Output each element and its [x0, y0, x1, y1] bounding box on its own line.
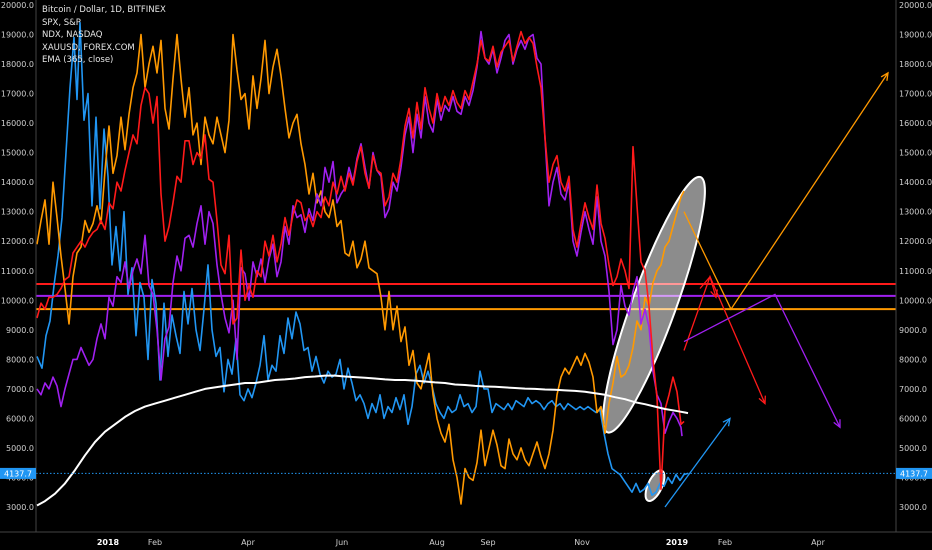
right-y-tick-label: 7000.0 — [899, 385, 927, 394]
right-y-tick-label: 18000.0 — [899, 60, 932, 69]
right-y-tick-label: 14000.0 — [899, 178, 932, 187]
series-lines — [36, 21, 689, 507]
x-tick-label: Feb — [718, 538, 732, 547]
x-axis[interactable]: 2018 Feb Apr Jun Aug Sep Nov 2019 Feb Apr — [97, 538, 826, 547]
left-y-tick-label: 8000.0 — [6, 355, 34, 364]
projection-arrow — [683, 72, 889, 311]
left-y-tick-label: 16000.0 — [1, 119, 34, 128]
left-y-tick-label: 14000.0 — [1, 178, 34, 187]
right-y-tick-label: 20000.0 — [899, 1, 932, 10]
legend-entry-ema: EMA (365, close) — [42, 55, 114, 66]
left-y-tick-label: 12000.0 — [1, 237, 34, 246]
highlight-ellipses — [602, 175, 706, 503]
right-y-tick-label: 5000.0 — [899, 444, 927, 453]
price-badges: 4137.7 4137.7 — [0, 467, 932, 479]
projection-arrow — [664, 418, 731, 508]
x-tick-label: Apr — [811, 538, 826, 547]
right-price-badge — [896, 467, 932, 479]
left-y-tick-label: 3000.0 — [6, 503, 34, 512]
right-y-tick-label: 13000.0 — [899, 208, 932, 217]
right-y-tick-label: 19000.0 — [899, 31, 932, 40]
projection-arrowhead — [710, 289, 718, 299]
right-y-tick-label: 12000.0 — [899, 237, 932, 246]
left-y-tick-label: 13000.0 — [1, 208, 34, 217]
legend-entry-spx: SPX, S&P — [42, 17, 81, 28]
x-tick-label: Sep — [480, 538, 495, 547]
right-y-tick-label: 17000.0 — [899, 90, 932, 99]
x-tick-label: 2019 — [666, 538, 689, 547]
x-tick-label: Apr — [241, 538, 256, 547]
left-y-tick-label: 20000.0 — [1, 1, 34, 10]
spx-line — [36, 30, 685, 491]
left-y-tick-label: 15000.0 — [1, 149, 34, 158]
projection-arrow — [683, 293, 841, 428]
right-y-tick-label: 3000.0 — [899, 503, 927, 512]
right-y-tick-label: 9000.0 — [899, 326, 927, 335]
legend-entry-ndx: NDX, NASDAQ — [42, 30, 103, 41]
right-y-tick-label: 16000.0 — [899, 119, 932, 128]
left-y-tick-label: 19000.0 — [1, 31, 34, 40]
price-badge-label: 4137.7 — [4, 469, 32, 478]
left-y-tick-label: 18000.0 — [1, 60, 34, 69]
horizontal-levels — [36, 283, 896, 311]
left-y-tick-label: 9000.0 — [6, 326, 34, 335]
x-tick-label: 2018 — [97, 538, 120, 547]
highlight-ellipse — [602, 175, 706, 434]
projection-arrows — [664, 71, 889, 508]
left-y-tick-label: 5000.0 — [6, 444, 34, 453]
left-y-tick-label: 6000.0 — [6, 414, 34, 423]
ema-line — [36, 374, 689, 507]
left-y-tick-label: 17000.0 — [1, 90, 34, 99]
left-price-badge — [0, 467, 36, 479]
legend-entry-xauusd: XAUUSD, FOREX.COM — [42, 42, 135, 53]
ndx-line — [36, 30, 683, 437]
left-y-tick-label: 11000.0 — [1, 267, 34, 276]
x-tick-label: Feb — [148, 538, 162, 547]
price-badge-label: 4137.7 — [900, 469, 928, 478]
projection-arrowhead — [880, 71, 889, 81]
right-y-tick-label: 8000.0 — [899, 355, 927, 364]
right-y-tick-label: 10000.0 — [899, 296, 932, 305]
btc-line — [36, 21, 689, 496]
chart-legend: Bitcoin / Dollar, 1D, BITFINEX SPX, S&P … — [42, 4, 166, 67]
projection-arrowhead — [758, 395, 766, 406]
projection-arrowhead — [722, 417, 731, 427]
left-y-tick-label: 10000.0 — [1, 296, 34, 305]
projection-arrowhead — [833, 419, 841, 429]
right-y-tick-label: 15000.0 — [899, 149, 932, 158]
projection-arrow — [699, 275, 717, 298]
legend-entry-btc: Bitcoin / Dollar, 1D, BITFINEX — [42, 5, 166, 15]
right-y-tick-label: 11000.0 — [899, 267, 932, 276]
left-y-tick-label: 7000.0 — [6, 385, 34, 394]
x-tick-label: Aug — [429, 538, 445, 547]
right-y-tick-label: 6000.0 — [899, 414, 927, 423]
x-tick-label: Nov — [574, 538, 590, 547]
x-tick-label: Jun — [335, 538, 349, 547]
